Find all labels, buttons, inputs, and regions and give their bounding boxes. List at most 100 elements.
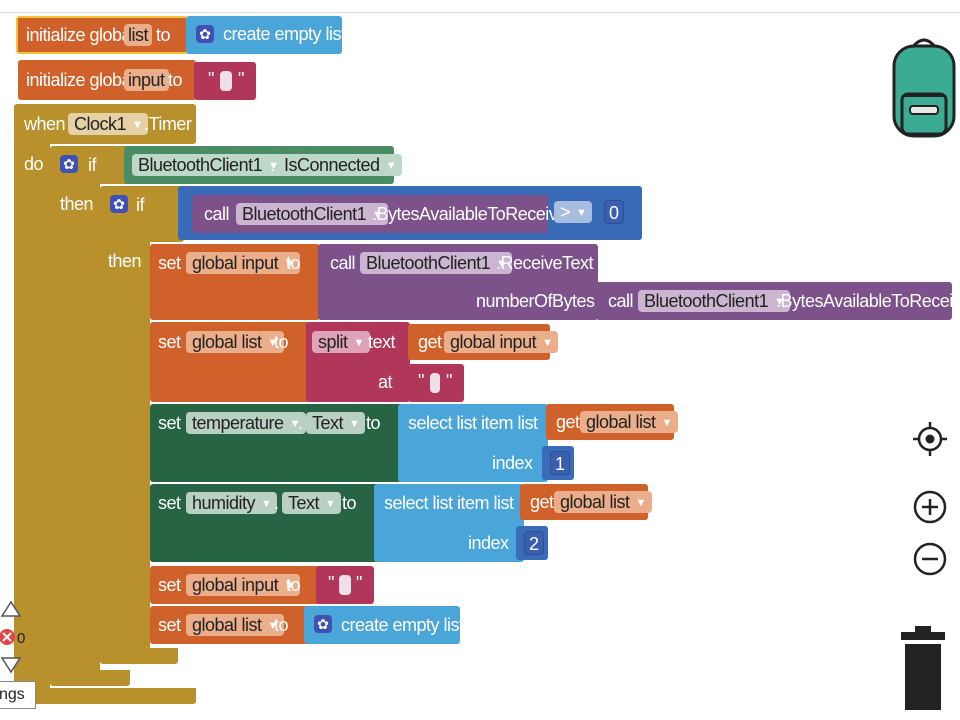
number-zero-block[interactable]: 0 (604, 200, 625, 224)
set-humidity-text-block[interactable]: set humidity ▼ . Text ▼ to (150, 484, 378, 562)
index-param-label: index (492, 453, 533, 473)
operator-dropdown[interactable]: > ▼ (554, 201, 593, 223)
triangle-down-icon[interactable] (0, 656, 22, 674)
to-label: to (286, 253, 301, 273)
select-list-item-label: select list item list (408, 413, 538, 433)
triangle-up-icon[interactable] (0, 600, 22, 618)
index-param-label: index (468, 533, 509, 553)
gear-icon[interactable]: ✿ (196, 25, 214, 43)
empty-string-block[interactable]: " " (316, 566, 374, 604)
split-dropdown[interactable]: split ▼ (312, 331, 370, 353)
if-isconnected-header[interactable]: ✿ if (50, 146, 132, 184)
at-param-label: at (378, 372, 393, 392)
create-empty-list-block[interactable]: ✿ create empty list (186, 16, 346, 54)
to-label: to (274, 615, 289, 635)
get-global-input-block[interactable]: get global input ▼ (408, 324, 559, 360)
variable-dropdown-global-list[interactable]: global list ▼ (186, 331, 284, 353)
target-icon[interactable] (913, 422, 947, 456)
property-dropdown-text[interactable]: Text ▼ (282, 492, 342, 514)
variable-dropdown-global-list[interactable]: global list ▼ (186, 614, 284, 636)
init-global-list-block[interactable]: initialize global list to (16, 16, 188, 54)
zoom-out-icon[interactable] (913, 542, 947, 576)
if1-then-bar (50, 182, 100, 682)
string-value-field[interactable] (339, 575, 351, 595)
set-keyword: set (158, 253, 181, 273)
dot-label: . (274, 493, 279, 513)
component-dropdown-clock1[interactable]: Clock1 ▼ (68, 113, 149, 135)
to-label: to (342, 493, 357, 513)
get-keyword: get (556, 412, 580, 432)
string-value-field[interactable] (430, 373, 440, 393)
property-dropdown-text[interactable]: Text ▼ (306, 412, 366, 434)
if-keyword: if (88, 155, 97, 175)
component-dropdown-temperature[interactable]: temperature ▼ (186, 412, 306, 434)
quote-open: " (418, 371, 424, 391)
show-warnings-button[interactable]: ngs (0, 681, 36, 709)
call-keyword: call (204, 204, 230, 224)
set-keyword: set (158, 575, 181, 595)
index-number-block[interactable]: 2 (516, 526, 548, 560)
gear-icon[interactable]: ✿ (110, 195, 128, 213)
reset-global-input-block[interactable]: set global input ▼ to (150, 566, 320, 604)
index-number-value[interactable]: 1 (550, 451, 571, 475)
reset-global-list-block[interactable]: set global list ▼ to (150, 606, 310, 644)
to-label: to (274, 332, 289, 352)
variable-dropdown-global-list[interactable]: global list ▼ (554, 491, 652, 513)
method-receive-text-label: .ReceiveText (496, 253, 594, 273)
method-bytes-available-label: .BytesAvailableToReceive (776, 291, 960, 311)
init-to-label: to (156, 25, 171, 45)
string-value-field[interactable] (220, 71, 232, 91)
separator-string-block[interactable]: " " (408, 364, 464, 402)
component-dropdown-bluetooth[interactable]: BluetoothClient1 ▼ (132, 154, 285, 176)
get-global-list-block[interactable]: get global list ▼ (520, 484, 652, 520)
select-list-item-block[interactable]: select list item list index (374, 484, 524, 562)
property-dropdown-isconnected[interactable]: IsConnected ▼ (278, 154, 402, 176)
variable-dropdown-global-input[interactable]: global input ▼ (444, 331, 559, 353)
error-count: 0 (17, 630, 26, 647)
set-keyword: set (158, 493, 181, 513)
get-keyword: get (530, 492, 554, 512)
set-temperature-text-block[interactable]: set temperature ▼ . Text ▼ to (150, 404, 402, 482)
quote-open: " (208, 69, 214, 89)
component-dropdown-bluetooth[interactable]: BluetoothClient1 ▼ (638, 290, 791, 312)
then-label: then (60, 194, 94, 214)
create-empty-list-block[interactable]: ✿ create empty list (304, 606, 464, 644)
variable-dropdown-global-list[interactable]: global list ▼ (580, 411, 678, 433)
init-var-name[interactable]: list (124, 24, 152, 46)
variable-dropdown-global-input[interactable]: global input ▼ (186, 252, 301, 274)
warnings-indicator[interactable]: 0 ngs (0, 600, 40, 710)
get-global-list-block[interactable]: get global list ▼ (546, 404, 678, 440)
dot-label: . (298, 413, 303, 433)
call-receive-text-block[interactable]: call BluetoothClient1 ▼ .ReceiveText numb… (318, 244, 598, 320)
call-bytes-available-block-2[interactable]: call BluetoothClient1 ▼ .BytesAvailableTo… (596, 282, 960, 320)
quote-open: " (328, 573, 334, 593)
backpack-icon[interactable] (890, 34, 958, 138)
variable-dropdown-global-input[interactable]: global input ▼ (186, 574, 301, 596)
select-list-item-block[interactable]: select list item list index (398, 404, 548, 482)
init-to-label: to (168, 70, 183, 90)
when-clock-timer-header[interactable]: when Clock1 ▼ .Timer (14, 104, 196, 144)
set-global-list-block[interactable]: set global list ▼ to (150, 322, 310, 402)
empty-string-block[interactable]: " " (194, 62, 256, 100)
component-dropdown-humidity[interactable]: humidity ▼ (186, 492, 278, 514)
call-bytes-available-block[interactable]: call BluetoothClient1 ▼ .BytesAvailableTo… (192, 195, 567, 233)
if-bytes-available-header[interactable]: ✿ if (100, 186, 184, 242)
create-empty-list-label: create empty list (223, 24, 346, 44)
component-dropdown-bluetooth[interactable]: BluetoothClient1 ▼ (360, 252, 513, 274)
component-dropdown-bluetooth[interactable]: BluetoothClient1 ▼ (236, 203, 389, 225)
error-icon (0, 629, 15, 645)
init-global-input-block[interactable]: initialize global input to (18, 60, 196, 100)
gear-icon[interactable]: ✿ (60, 155, 78, 173)
index-number-value[interactable]: 2 (524, 531, 545, 555)
init-var-name[interactable]: input (124, 69, 169, 91)
split-text-block[interactable]: split ▼ text at (306, 322, 410, 402)
method-bytes-available-label: .BytesAvailableToReceive (372, 204, 567, 224)
isconnected-getter-block[interactable]: BluetoothClient1 ▼ . IsConnected ▼ (124, 146, 402, 184)
if2-then-bar (100, 240, 150, 660)
zoom-in-icon[interactable] (913, 490, 947, 524)
do-label: do (24, 154, 44, 174)
gear-icon[interactable]: ✿ (314, 615, 332, 633)
trash-icon[interactable] (901, 626, 945, 712)
set-global-input-block[interactable]: set global input ▼ to (150, 244, 320, 320)
index-number-block[interactable]: 1 (542, 446, 574, 480)
